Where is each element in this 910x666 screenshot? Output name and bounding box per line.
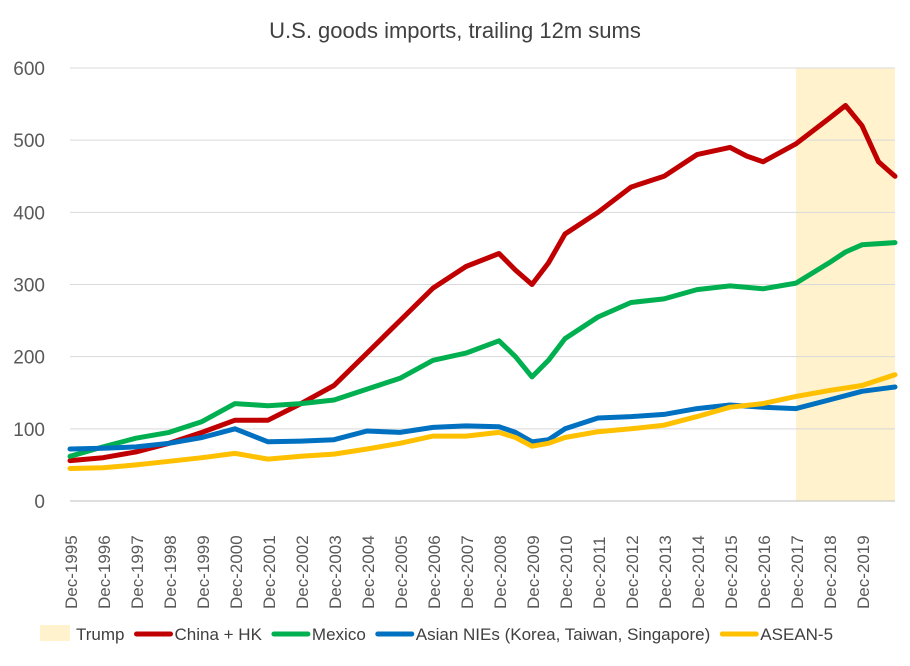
x-tick-label-Dec-2019: Dec-2019 [854,535,873,609]
x-tick-label-Dec-2012: Dec-2012 [623,535,642,609]
x-tick-label-Dec-2004: Dec-2004 [359,535,378,609]
x-tick-label-Dec-2003: Dec-2003 [326,535,345,609]
x-tick-label-Dec-2002: Dec-2002 [293,535,312,609]
x-tick-label-Dec-2016: Dec-2016 [755,535,774,609]
x-tick-label-Dec-2005: Dec-2005 [392,535,411,609]
x-tick-label-Dec-1997: Dec-1997 [128,535,147,609]
x-tick-label-Dec-2001: Dec-2001 [260,535,279,609]
x-tick-label-Dec-1995: Dec-1995 [62,535,81,609]
legend-label-trump: Trump [76,625,125,644]
x-tick-label-Dec-2011: Dec-2011 [590,537,609,609]
x-tick-label-Dec-2018: Dec-2018 [821,535,840,609]
x-tick-label-Dec-2013: Dec-2013 [656,535,675,609]
y-tick-label-400: 400 [13,203,45,224]
x-tick-label-Dec-2006: Dec-2006 [425,535,444,609]
x-tick-label-Dec-1999: Dec-1999 [194,535,213,609]
series-line-3 [67,372,898,471]
x-tick-label-Dec-1996: Dec-1996 [95,535,114,609]
legend-label-0: China + HK [175,625,263,644]
x-tick-label-Dec-2014: Dec-2014 [689,535,708,609]
series-line-0 [67,103,898,464]
series-line-1 [67,240,898,459]
y-tick-label-0: 0 [34,492,45,513]
y-tick-label-100: 100 [13,420,45,441]
x-tick-label-Dec-2010: Dec-2010 [557,535,576,609]
series-line-2 [67,384,898,452]
legend-swatch-trump [40,625,70,641]
x-tick-label-Dec-1998: Dec-1998 [161,535,180,609]
legend-label-3: ASEAN-5 [760,625,833,644]
x-tick-label-Dec-2017: Dec-2017 [788,535,807,609]
x-tick-label-Dec-2007: Dec-2007 [458,535,477,609]
legend-label-2: Asian NIEs (Korea, Taiwan, Singapore) [416,625,711,644]
y-tick-label-300: 300 [13,276,45,297]
x-tick-label-Dec-2009: Dec-2009 [524,535,543,609]
y-tick-label-500: 500 [13,131,45,152]
y-tick-label-200: 200 [13,348,45,369]
x-tick-label-Dec-2015: Dec-2015 [722,535,741,609]
legend-label-1: Mexico [312,625,366,644]
x-tick-label-Dec-2008: Dec-2008 [491,535,510,609]
y-tick-label-600: 600 [13,59,45,80]
x-tick-label-Dec-2000: Dec-2000 [227,535,246,609]
chart-title: U.S. goods imports, trailing 12m sums [269,18,641,43]
